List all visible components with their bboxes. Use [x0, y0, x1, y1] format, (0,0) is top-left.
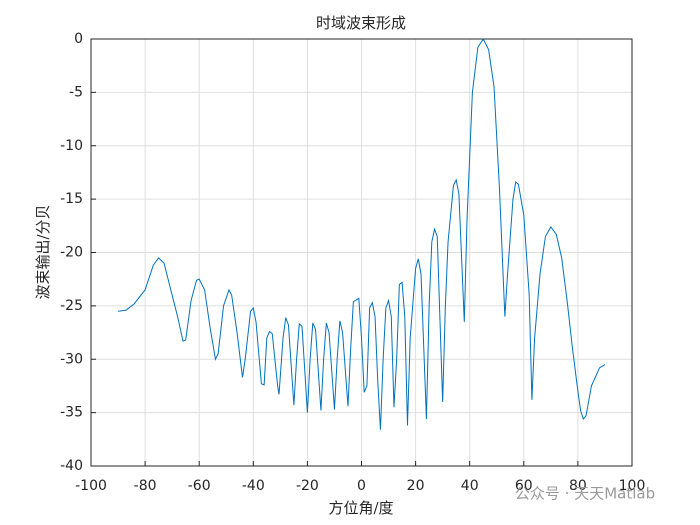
x-tick-label: 20: [407, 478, 425, 494]
plot-frame: [90, 38, 633, 467]
y-tick-label: -15: [60, 191, 83, 207]
x-tick-label: 80: [569, 478, 587, 494]
y-tick-label: -20: [60, 245, 83, 261]
y-tick-label: 0: [74, 31, 83, 47]
y-tick-label: -40: [60, 458, 83, 474]
chart-title: 时域波束形成: [316, 14, 406, 32]
x-tick-label: 60: [515, 478, 533, 494]
y-axis-label: 波束输出/分贝: [34, 204, 52, 299]
x-tick-label: -100: [75, 478, 107, 494]
x-tick-label: -80: [134, 478, 157, 494]
x-tick-label: 40: [461, 478, 479, 494]
y-tick-label: -25: [60, 298, 83, 314]
x-tick-label: 100: [619, 478, 646, 494]
x-tick-label: 0: [357, 478, 366, 494]
x-tick-label: -40: [242, 478, 265, 494]
data-line: [117, 37, 606, 430]
x-tick-label: -20: [296, 478, 319, 494]
x-axis-label: 方位角/度: [328, 499, 393, 517]
y-tick-label: -10: [60, 138, 83, 154]
y-tick-label: -35: [60, 405, 83, 421]
y-tick-label: -30: [60, 351, 83, 367]
watermark: 公众号 · 天天Matlab: [515, 485, 655, 503]
x-tick-label: -60: [188, 478, 211, 494]
y-tick-label: -5: [69, 84, 83, 100]
